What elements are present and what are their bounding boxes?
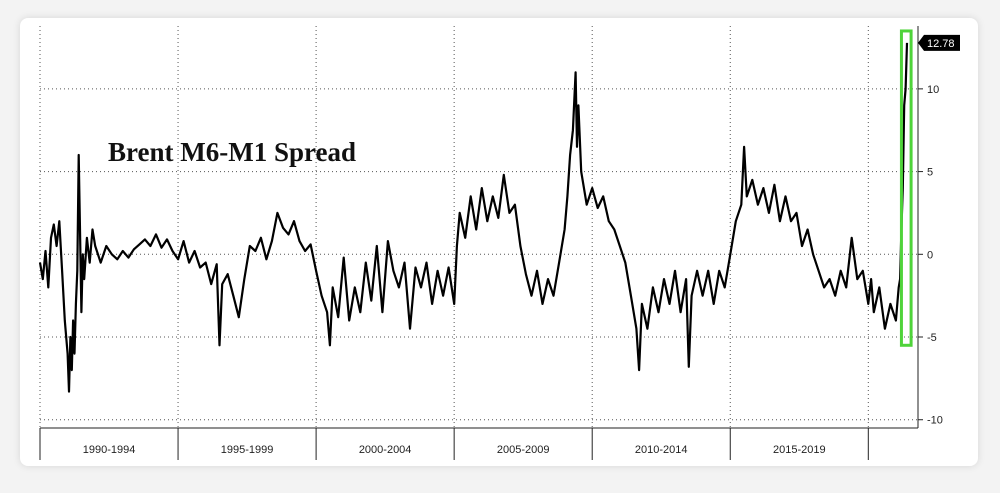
y-tick-label: 0 — [927, 249, 933, 261]
x-tick-label: 2010-2014 — [635, 444, 688, 456]
y-tick-label: 10 — [927, 84, 939, 96]
axes: 10 5 0 -5 -10 1990-1994 1995-1999 2000-2004 2005… — [39, 26, 960, 460]
spread-chart: 10 5 0 -5 -10 1990-1994 1995-1999 2000-2004 2005… — [38, 26, 960, 460]
x-tick-label: 1990-1994 — [83, 444, 136, 456]
grid — [39, 26, 918, 428]
x-tick-label: 2015-2019 — [773, 444, 826, 456]
x-tick-label: 2005-2009 — [497, 444, 550, 456]
highlight-layer — [899, 29, 913, 347]
last-value-tag — [918, 34, 960, 51]
x-tick-label: 2000-2004 — [359, 444, 412, 456]
last-value-label: 12.78 — [927, 38, 955, 50]
chart-card: 10 5 0 -5 -10 1990-1994 1995-1999 2000-2004 2005… — [20, 18, 978, 466]
highlight-box — [899, 29, 913, 347]
series-line — [38, 42, 909, 393]
chart-title: Brent M6-M1 Spread — [108, 137, 356, 167]
y-tick-label: -5 — [927, 332, 937, 344]
x-tick-label: 1995-1999 — [221, 444, 274, 456]
y-tick-label: -10 — [927, 415, 943, 427]
y-tick-label: 5 — [927, 167, 933, 179]
series-layer — [38, 42, 909, 393]
